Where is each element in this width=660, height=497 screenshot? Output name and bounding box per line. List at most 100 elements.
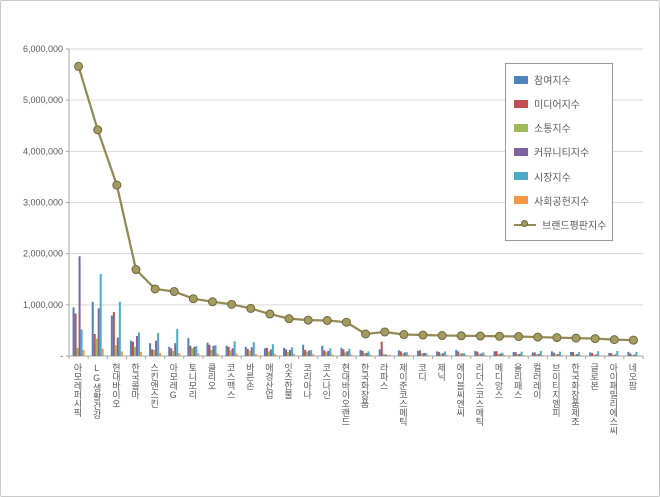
bar-사회공헌지수 — [273, 353, 276, 356]
brand-index-marker — [380, 327, 390, 337]
x-axis-label: 제이준코스메틱 — [397, 363, 408, 426]
bar-시장지수 — [252, 342, 255, 356]
bar-시장지수 — [195, 346, 198, 356]
brand-index-marker — [322, 315, 332, 325]
bar-커뮤니티지수 — [97, 308, 100, 356]
bar-참여지수 — [550, 351, 553, 356]
bar-소통지수 — [574, 354, 577, 356]
bar-미디어지수 — [495, 351, 498, 356]
bar-미디어지수 — [399, 351, 402, 356]
bar-소통지수 — [267, 351, 270, 356]
bar-커뮤니티지수 — [269, 349, 272, 356]
bar-소통지수 — [306, 351, 309, 356]
brand-index-marker — [495, 331, 504, 341]
bar-커뮤니티지수 — [556, 354, 559, 356]
bar-소통지수 — [114, 345, 117, 356]
bar-사회공헌지수 — [82, 349, 85, 356]
x-axis-label: 토니모리 — [187, 363, 198, 399]
bar-커뮤니티지수 — [193, 346, 196, 356]
bar-미디어지수 — [74, 313, 77, 356]
legend-label: 브랜드평판지수 — [542, 220, 607, 232]
bar-시장지수 — [80, 329, 83, 356]
brand-index-marker — [208, 297, 217, 307]
bar-커뮤니티지수 — [78, 256, 81, 356]
bar-소통지수 — [420, 353, 423, 356]
bar-소통지수 — [554, 354, 557, 356]
brand-index-marker — [150, 284, 160, 294]
bar-참여지수 — [531, 352, 534, 356]
bar-사회공헌지수 — [522, 355, 525, 356]
bar-미디어지수 — [151, 349, 154, 356]
legend-item: 브랜드평판지수 — [514, 217, 607, 232]
bar-사회공헌지수 — [178, 353, 181, 356]
bar-사회공헌지수 — [637, 355, 640, 356]
bar-커뮤니티지수 — [346, 351, 349, 356]
bar-시장지수 — [176, 328, 179, 356]
legend-label: 소통지수 — [534, 124, 571, 136]
bar-소통지수 — [612, 354, 615, 356]
bar-커뮤니티지수 — [499, 353, 502, 356]
y-axis-label: 6,000,000 — [23, 44, 63, 54]
bar-커뮤니티지수 — [116, 337, 119, 356]
bar-커뮤니티지수 — [155, 340, 158, 356]
bar-미디어지수 — [93, 333, 96, 356]
bar-미디어지수 — [514, 352, 517, 356]
legend-item: 참여지수 — [514, 72, 604, 87]
x-axis-label: 애경산업 — [263, 363, 274, 399]
bar-사회공헌지수 — [120, 351, 123, 356]
bar-사회공헌지수 — [541, 355, 544, 356]
bar-시장지수 — [310, 350, 313, 356]
bar-소통지수 — [287, 351, 290, 356]
x-axis-label: 아모레G — [168, 363, 179, 400]
brand-index-marker — [437, 331, 447, 341]
bar-소통지수 — [363, 352, 366, 356]
bar-시장지수 — [405, 352, 408, 356]
bar-참여지수 — [512, 351, 515, 356]
bar-사회공헌지수 — [446, 354, 449, 356]
bar-사회공헌지수 — [465, 354, 468, 356]
bar-미디어지수 — [265, 347, 268, 356]
bar-미디어지수 — [610, 353, 613, 356]
x-axis-label: 한국화장품제조 — [570, 363, 581, 426]
legend-label: 사회공헌지수 — [534, 196, 590, 208]
bar-참여지수 — [225, 345, 228, 356]
x-axis-label: 잇츠한불 — [283, 363, 294, 399]
brand-index-marker — [188, 294, 198, 304]
x-axis-label: 리더스코스메틱 — [474, 363, 485, 426]
bar-미디어지수 — [227, 346, 230, 356]
bar-참여지수 — [416, 350, 419, 356]
bar-참여지수 — [570, 351, 573, 356]
bar-시장지수 — [597, 351, 600, 356]
brand-index-marker — [552, 333, 562, 343]
bar-사회공헌지수 — [197, 353, 200, 356]
bar-미디어지수 — [380, 341, 383, 356]
bar-커뮤니티지수 — [231, 348, 234, 356]
brand-index-marker — [399, 330, 409, 340]
bar-미디어지수 — [342, 349, 345, 356]
bar-시장지수 — [329, 348, 332, 356]
bar-사회공헌지수 — [312, 354, 315, 356]
bar-시장지수 — [539, 350, 542, 356]
y-axis-label: 2,000,000 — [23, 249, 63, 259]
bar-참여지수 — [436, 351, 439, 356]
bar-시장지수 — [520, 351, 523, 356]
bar-소통지수 — [95, 338, 98, 356]
brand-index-marker — [246, 303, 256, 313]
brand-index-marker — [361, 329, 371, 339]
x-axis-label: 아이패밀리에스씨 — [608, 363, 619, 435]
bar-커뮤니티지수 — [403, 352, 406, 356]
bar-커뮤니티지수 — [576, 354, 579, 356]
bar-소통지수 — [229, 350, 232, 356]
bar-시장지수 — [118, 301, 121, 356]
x-axis-label: 바른손 — [244, 363, 255, 390]
bar-사회공헌지수 — [101, 348, 104, 356]
bar-미디어지수 — [533, 352, 536, 356]
bar-소통지수 — [325, 352, 328, 356]
y-axis-label: - — [60, 351, 63, 361]
legend-item: 사회공헌지수 — [514, 193, 604, 208]
x-axis-label: 현대바이오 — [110, 363, 121, 408]
bar-소통지수 — [133, 346, 136, 356]
brand-index-marker — [628, 335, 638, 345]
bar-참여지수 — [608, 352, 611, 356]
